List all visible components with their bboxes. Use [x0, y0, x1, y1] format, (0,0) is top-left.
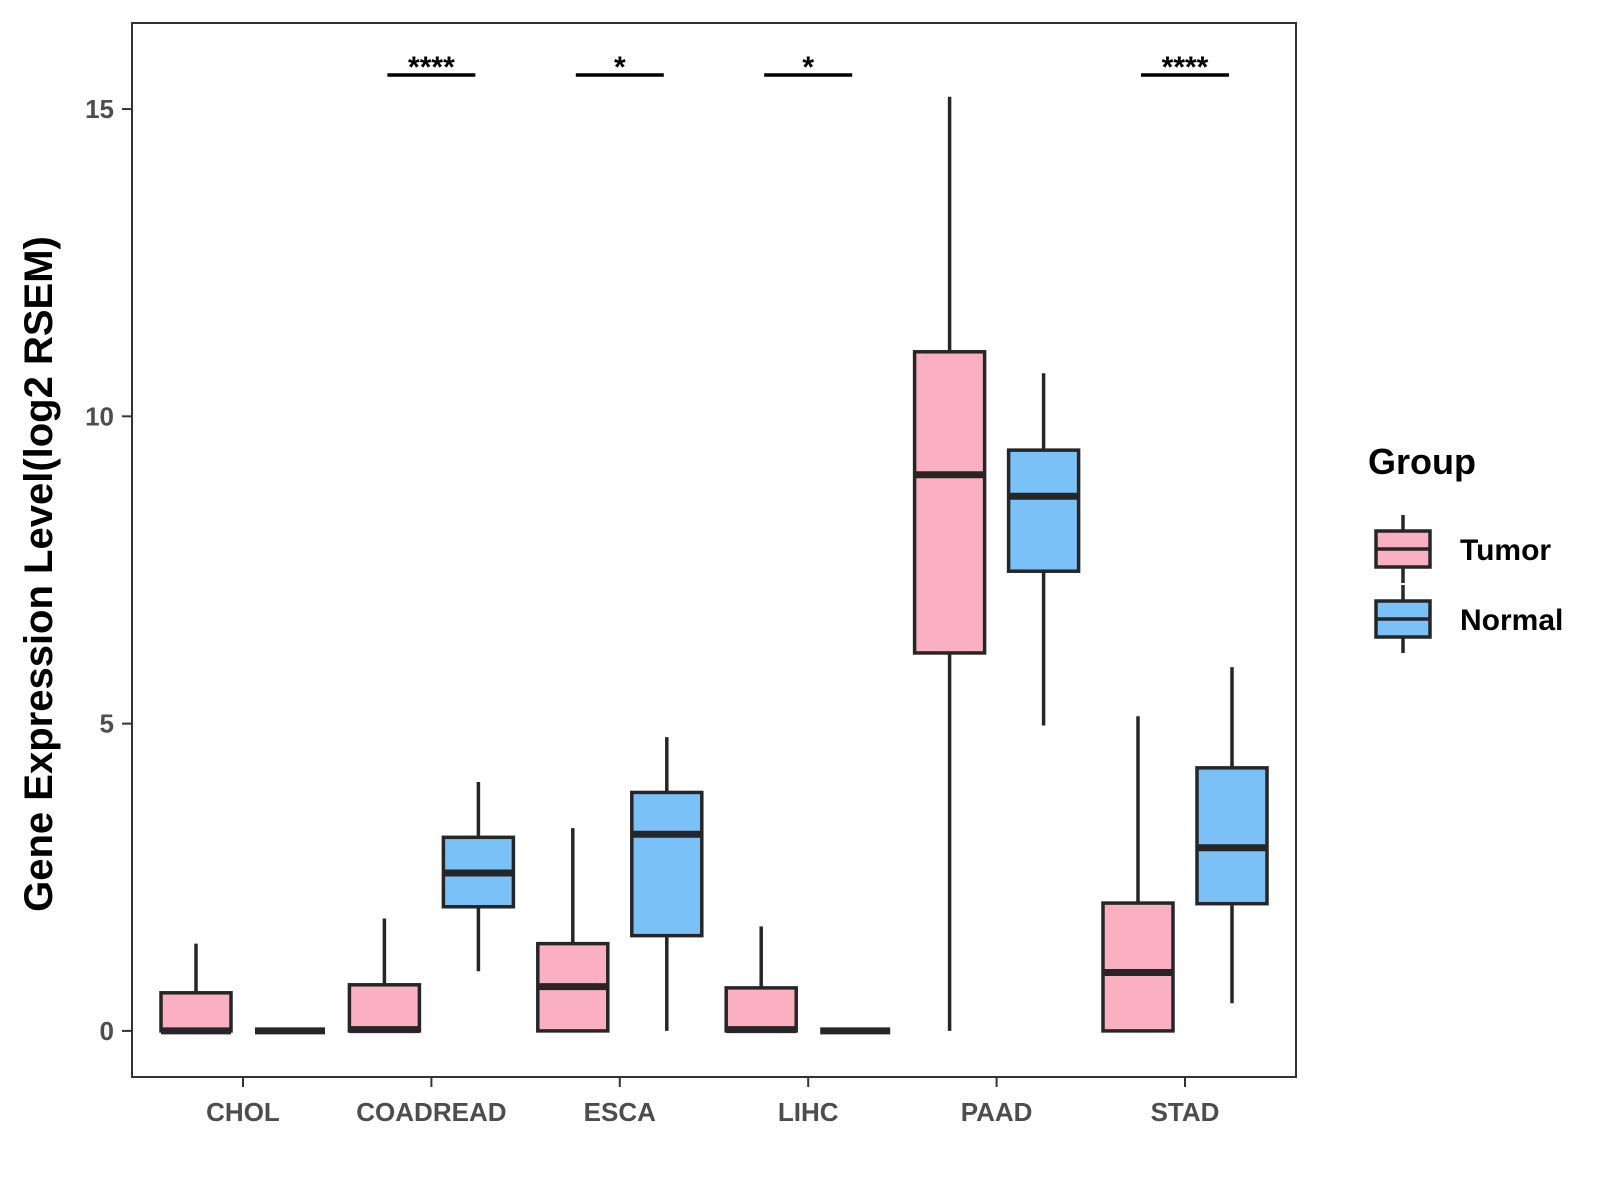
- x-tick-label: ESCA: [584, 1097, 656, 1127]
- box-tumor-stad: [1101, 716, 1175, 1033]
- box-normal-paad: [1006, 373, 1081, 726]
- box-body: [1006, 448, 1081, 573]
- box-normal-coadread: [441, 782, 516, 972]
- x-tick-label: COADREAD: [356, 1097, 506, 1127]
- box-tumor-esca: [536, 828, 610, 1033]
- box-body: [1195, 766, 1269, 906]
- x-tick-label: PAAD: [961, 1097, 1033, 1127]
- box-tumor-paad: [912, 96, 987, 1031]
- legend-key-normal: [1374, 585, 1432, 653]
- box-normal-stad: [1195, 667, 1269, 1004]
- legend-label-tumor: Tumor: [1460, 534, 1551, 567]
- significance-label: ****: [408, 51, 455, 84]
- box-tumor-chol: [159, 943, 233, 1035]
- legend: Group Tumor Normal: [1368, 441, 1563, 653]
- legend-label-normal: Normal: [1460, 604, 1563, 637]
- significance-label: *: [614, 51, 626, 84]
- y-tick-label: 5: [100, 709, 114, 739]
- box-body: [630, 790, 704, 938]
- y-axis-title: Gene Expression Level(log2 RSEM): [17, 236, 61, 912]
- significance-label: *: [802, 51, 814, 84]
- legend-key-tumor: [1374, 515, 1432, 583]
- x-tick-label: STAD: [1151, 1097, 1220, 1127]
- box-body: [159, 991, 233, 1033]
- axes: 0 5 10 15 CHOL COADREAD ESCA LIHC PAAD STAD Gene E…: [17, 22, 1297, 1127]
- box-body: [724, 986, 798, 1033]
- plot-area: **** * * ****: [159, 51, 1269, 1035]
- box-tumor-lihc: [724, 926, 798, 1034]
- box-normal-esca: [630, 737, 704, 1031]
- y-tick-label: 0: [100, 1016, 114, 1046]
- box-body: [347, 983, 422, 1033]
- y-tick-label: 15: [85, 94, 114, 124]
- x-tick-label: CHOL: [206, 1097, 280, 1127]
- significance-label: ****: [1162, 51, 1209, 84]
- box-tumor-coadread: [347, 918, 422, 1034]
- x-tick-label: LIHC: [778, 1097, 839, 1127]
- legend-title: Group: [1368, 441, 1476, 482]
- y-tick-label: 10: [85, 401, 114, 431]
- panel-border: [131, 22, 1297, 1078]
- box-body: [1101, 901, 1175, 1033]
- box-body: [912, 350, 987, 655]
